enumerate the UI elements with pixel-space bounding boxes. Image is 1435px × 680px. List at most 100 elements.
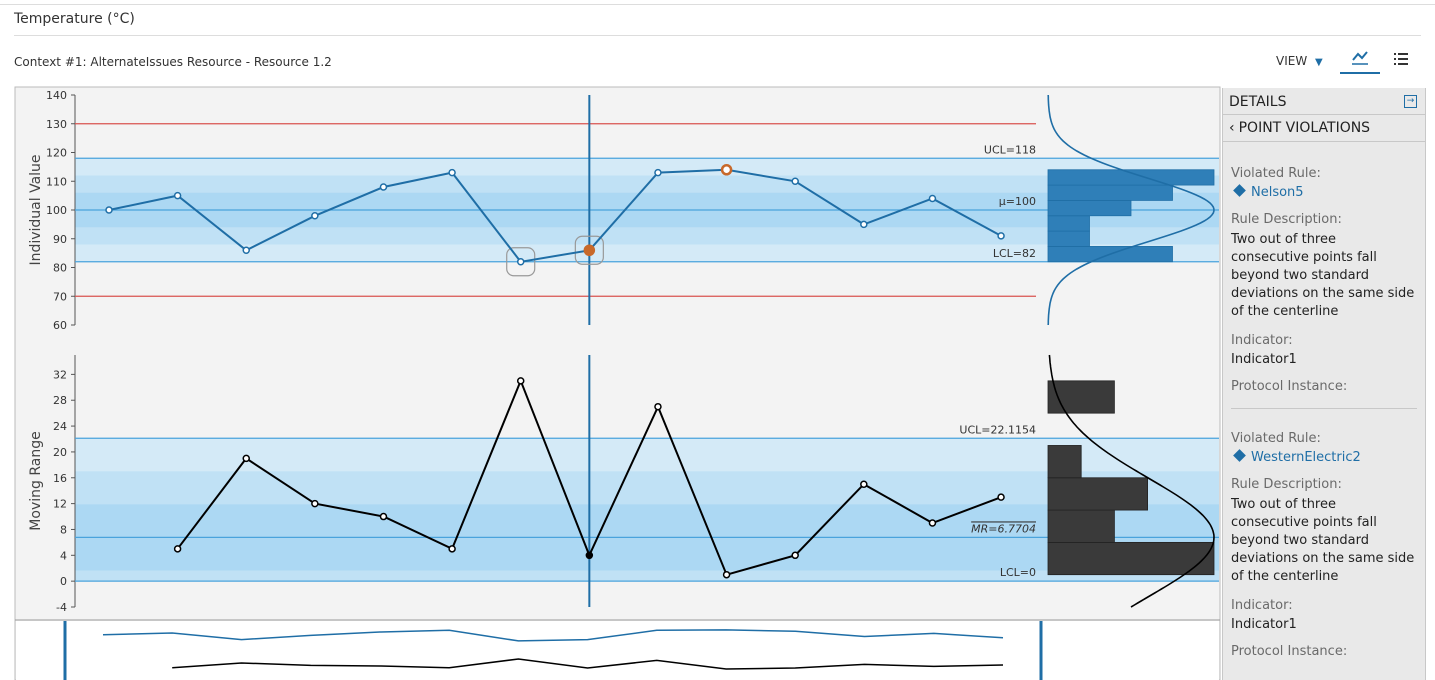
rule-label: Violated Rule: [1231,431,1321,446]
histogram-bar [1047,477,1148,511]
overview-bg [16,621,1219,680]
data-point [928,194,937,203]
data-point [242,454,250,463]
control-limit-label: UCL=22.1154 [959,423,1036,436]
control-limit-label: LCL=82 [993,247,1036,260]
y-tick-label: 0 [60,575,67,588]
histogram-bar [1047,509,1115,543]
collapse-button[interactable]: → [1404,95,1417,108]
list-view-button[interactable] [1394,53,1408,65]
chart-view-button[interactable] [1340,51,1380,74]
data-point [311,212,319,220]
violation-list: Violated Rule: Nelson5 Rule Description: Tw… [1223,142,1425,675]
histogram-bar [1047,184,1173,201]
histogram-bar [1047,169,1215,186]
data-point [583,244,596,256]
histogram-bar [1047,541,1215,576]
overview-line [172,658,1004,670]
rule-name: Nelson5 [1251,185,1304,200]
data-point [997,232,1005,240]
y-axis-title: Moving Range [28,431,44,530]
protocol-label: Protocol Instance: [1231,644,1348,659]
data-point [242,246,250,254]
overview-line [102,629,1004,642]
rule-name: WesternElectric2 [1251,450,1361,465]
indicator: Indicator1 [1231,352,1297,367]
violation-highlight [574,235,604,265]
control-limit-label: MR=6.7704 [971,522,1036,535]
back-link[interactable]: ‹ POINT VIOLATIONS [1223,115,1425,142]
data-point [654,168,662,177]
violation: Violated Rule: Nelson5 Rule Description: Tw… [1231,144,1417,408]
view-label: VIEW [1276,54,1308,68]
view-caret: ▼ [1315,57,1323,68]
rule-link[interactable]: Nelson5 [1231,184,1417,200]
data-point [379,183,388,191]
y-tick-label: -4 [56,601,67,614]
violation-highlight [506,247,536,277]
indicator-label: Indicator: [1231,333,1293,348]
series-line [108,168,1002,263]
indicator-label: Indicator: [1231,598,1293,613]
control-limit-label: μ=100 [999,195,1036,208]
details-header: DETAILS → [1223,88,1425,115]
y-tick-label: 110 [46,175,67,188]
y-tick-label: 28 [53,394,67,407]
y-tick-label: 16 [53,472,67,485]
description: Two out of three consecutive points fall… [1231,232,1415,319]
y-tick-label: 90 [53,233,67,246]
y-tick-label: 140 [46,89,67,102]
rule-icon [1233,449,1246,462]
y-tick-label: 32 [53,368,67,381]
data-point [720,164,733,176]
control-limit-label: LCL=0 [1000,566,1036,579]
control-limit-label: UCL=118 [984,143,1036,156]
data-point [791,177,799,185]
y-tick-label: 120 [46,147,67,160]
violation: Violated Rule: WesternElectric2 Rule Descr… [1231,408,1417,673]
divider [14,35,1421,36]
y-tick-label: 20 [53,446,67,459]
data-point [516,377,525,385]
data-point [997,493,1005,501]
histogram-bar [1047,230,1090,247]
page-title: Temperature (°C) [14,11,135,27]
data-point [448,545,456,553]
control-chart: Individual Value Moving Range 6070809010… [14,86,1221,680]
context-label: Context #1: AlternateIssues Resource - R… [14,55,332,69]
y-tick-label: 130 [46,118,67,131]
y-tick-label: 70 [53,290,67,303]
histogram-bar [1047,445,1082,479]
data-point [105,206,113,214]
y-tick-label: 4 [60,549,67,562]
y-tick-label: 24 [53,420,67,433]
details-subtitle: POINT VIOLATIONS [1238,120,1371,136]
top-rule [0,4,1435,5]
description-label: Rule Description: [1231,477,1342,492]
data-point [516,258,525,266]
y-tick-label: 60 [53,319,67,332]
data-point [928,519,937,527]
y-tick-label: 80 [53,262,67,275]
indicator: Indicator1 [1231,617,1297,632]
rule-icon [1233,184,1246,197]
description-label: Rule Description: [1231,212,1342,227]
distribution-curve [1047,94,1215,326]
back-chevron: ‹ [1229,120,1235,136]
histogram-bar [1047,200,1132,217]
data-point [722,570,731,579]
data-point [448,168,456,177]
data-point [173,191,182,200]
y-tick-label: 12 [53,498,67,511]
data-point [585,551,594,560]
data-point [379,512,388,521]
data-point [791,551,799,560]
view-menu[interactable]: VIEW ▼ [1276,54,1323,68]
details-title: DETAILS [1229,94,1287,110]
rule-label: Violated Rule: [1231,166,1321,181]
rule-link[interactable]: WesternElectric2 [1231,449,1417,465]
histogram-bar [1047,380,1115,414]
data-point [173,545,182,553]
distribution-curve [1048,354,1215,608]
